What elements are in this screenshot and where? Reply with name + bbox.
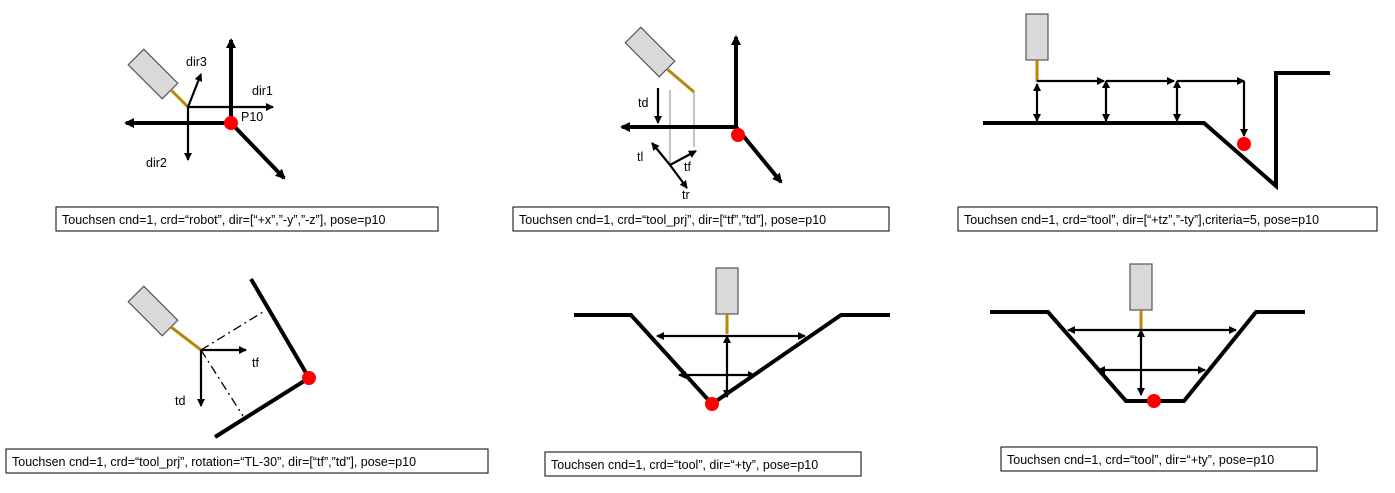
caption-panel-1: Touchsen cnd=1, crd=“robot”, dir=[“+x”,”… — [62, 213, 385, 227]
label-tr: tr — [682, 188, 690, 202]
panel-4-rotated-projection: tf td Touchsen cnd=1, crd=“tool_prj”, ro… — [5, 277, 489, 474]
caption-panel-3: Touchsen cnd=1, crd=“tool”, dir=[“+tz”,”… — [964, 213, 1319, 227]
caption-panel-4: Touchsen cnd=1, crd=“tool_prj”, rotation… — [12, 455, 416, 469]
panel-5-v-groove: Touchsen cnd=1, crd=“tool”, dir=“+ty”, p… — [544, 267, 890, 477]
panel-6-trapezoid-groove: Touchsen cnd=1, crd=“tool”, dir=“+ty”, p… — [990, 263, 1318, 472]
wall-upper — [249, 277, 311, 380]
welding-wire — [666, 67, 695, 94]
welding-wire — [169, 88, 190, 109]
workpiece-surface — [983, 71, 1330, 191]
workpiece-surface — [990, 310, 1305, 403]
touch-point — [705, 397, 719, 411]
torch-body — [127, 48, 179, 100]
label-tf: tf — [252, 356, 259, 370]
touch-point — [1237, 137, 1251, 151]
panel-1-robot-frame: dir3 dir1 P10 dir2 Touchsen cnd=1, crd=“… — [55, 38, 439, 232]
torch-body — [624, 26, 676, 78]
torch-body — [127, 285, 179, 337]
caption-panel-2: Touchsen cnd=1, crd=“tool_prj”, dir=[“tf… — [519, 213, 826, 227]
touch-point — [1147, 394, 1161, 408]
touch-point — [224, 116, 238, 130]
caption-panel-6: Touchsen cnd=1, crd=“tool”, dir=“+ty”, p… — [1007, 453, 1274, 467]
workpiece-surface — [574, 313, 890, 407]
caption-panel-5: Touchsen cnd=1, crd=“tool”, dir=“+ty”, p… — [551, 458, 818, 472]
label-tf: tf — [684, 160, 691, 174]
torch-body — [1129, 263, 1153, 311]
panel-2-tool-projection: td tl tf tr Touchsen cnd=1, crd=“tool_pr… — [512, 26, 890, 232]
torch-body — [1025, 13, 1049, 61]
panel-3-multi-direction: Touchsen cnd=1, crd=“tool”, dir=[“+tz”,”… — [957, 13, 1378, 232]
welding-wire — [170, 325, 202, 352]
robot-x-axis — [229, 121, 286, 180]
dir3-arrow — [186, 73, 203, 108]
tl-arrow — [651, 142, 671, 166]
label-tl: tl — [637, 150, 643, 164]
wall-lower — [213, 376, 311, 439]
tr-arrow — [669, 164, 688, 189]
label-td: td — [638, 96, 648, 110]
tf-arrow — [669, 150, 697, 166]
label-dir3: dir3 — [186, 55, 207, 69]
label-td: td — [175, 394, 185, 408]
touch-point — [731, 128, 745, 142]
torch-body — [715, 267, 739, 315]
touch-point — [302, 371, 316, 385]
label-dir2: dir2 — [146, 156, 167, 170]
label-dir1: dir1 — [252, 84, 273, 98]
label-p10: P10 — [241, 110, 263, 124]
